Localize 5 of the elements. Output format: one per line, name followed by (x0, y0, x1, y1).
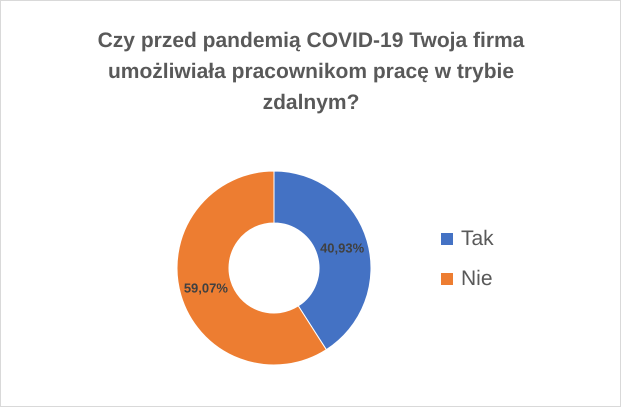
data-label: 40,93% (320, 240, 365, 256)
legend-label: Tak (461, 227, 494, 251)
legend-label: Nie (461, 267, 493, 291)
data-label: 59,07% (184, 280, 228, 296)
chart-title: Czy przed pandemią COVID-19 Twoja firma umożliwiała pracownikom pracę w trybie zdalnym? (96, 28, 526, 116)
